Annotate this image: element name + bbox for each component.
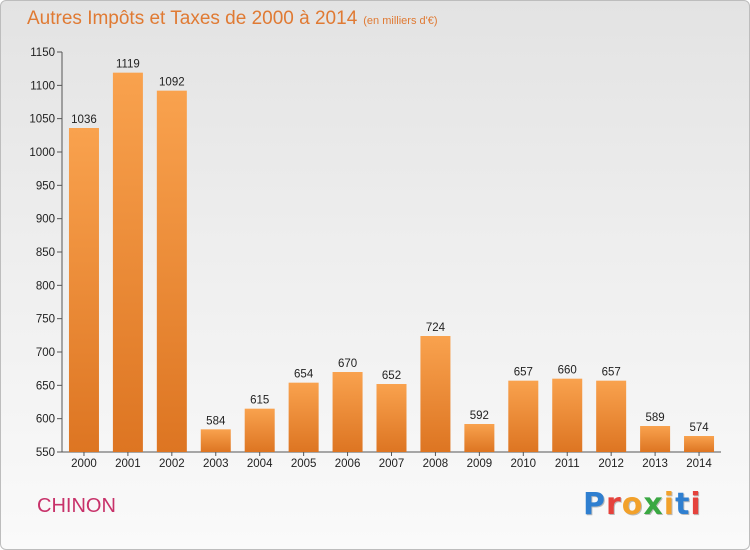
x-tick-label: 2003 — [203, 458, 229, 470]
x-tick-label: 2002 — [159, 458, 185, 470]
y-tick-label: 550 — [36, 447, 55, 459]
data-label-2004: 615 — [250, 395, 269, 407]
x-tick-label: 2010 — [511, 458, 537, 470]
y-tick-label: 700 — [36, 347, 55, 359]
y-tick-label: 1100 — [30, 80, 55, 92]
bar-2004 — [244, 408, 275, 452]
bar-2000 — [68, 128, 99, 452]
y-tick-label: 600 — [36, 414, 55, 426]
y-tick-label: 800 — [36, 280, 55, 292]
x-tick-label: 2007 — [379, 458, 405, 470]
bar-2002 — [156, 90, 187, 453]
bar-2003 — [200, 429, 231, 452]
bar-2014 — [684, 436, 715, 452]
y-tick-label: 750 — [36, 314, 55, 326]
data-label-2013: 589 — [646, 412, 665, 424]
data-label-2006: 670 — [338, 358, 357, 370]
y-tick-label: 650 — [36, 380, 55, 392]
data-label-2001: 1119 — [116, 59, 140, 71]
y-tick-label: 850 — [36, 247, 55, 259]
bar-2007 — [376, 384, 407, 452]
bar-2011 — [552, 378, 583, 452]
y-tick-label: 950 — [36, 180, 55, 192]
data-label-2014: 574 — [689, 422, 709, 434]
bar-2008 — [420, 336, 451, 452]
data-labels: 1036 1119 1092 584 615 654 670 652 724 592 657 660 6… — [71, 59, 709, 434]
data-label-2007: 652 — [382, 370, 401, 382]
bar-2005 — [288, 382, 319, 452]
data-label-2012: 657 — [602, 367, 621, 379]
x-tick-label: 2013 — [642, 458, 668, 470]
x-tick-label: 2012 — [598, 458, 624, 470]
bar-2001 — [112, 72, 143, 453]
y-tick-label: 900 — [36, 214, 55, 226]
bar-2009 — [464, 424, 495, 452]
x-tick-label: 2009 — [467, 458, 493, 470]
data-label-2008: 724 — [426, 322, 446, 334]
data-label-2005: 654 — [294, 369, 314, 381]
x-tick-label: 2006 — [335, 458, 361, 470]
data-label-2010: 657 — [514, 367, 533, 379]
bar-2006 — [332, 372, 363, 452]
x-tick-label: 2008 — [423, 458, 449, 470]
x-tick-label: 2001 — [115, 458, 141, 470]
x-tick-label: 2004 — [247, 458, 273, 470]
y-tick-label: 1000 — [29, 147, 55, 159]
proxiti-logo: Proxiti — [583, 487, 702, 522]
data-label-2002: 1092 — [159, 77, 185, 89]
x-tick-label: 2000 — [71, 458, 97, 470]
data-label-2011: 660 — [558, 365, 577, 377]
bar-2010 — [508, 380, 539, 452]
y-tick-label: 1150 — [30, 47, 55, 59]
bar-2012 — [596, 380, 627, 452]
y-tick-label: 1050 — [29, 114, 55, 126]
chart-title: Autres Impôts et Taxes de 2000 à 2014 — [27, 8, 358, 29]
chart-unit-label: (en milliers d'€) — [363, 15, 438, 27]
bar-2013 — [640, 426, 671, 452]
data-label-2000: 1036 — [71, 114, 97, 126]
bars — [68, 72, 715, 453]
chart-title-group: Autres Impôts et Taxes de 2000 à 2014 (en… — [27, 8, 438, 30]
x-tick-label: 2005 — [291, 458, 317, 470]
data-label-2003: 584 — [206, 415, 226, 427]
x-tick-label: 2011 — [555, 458, 580, 470]
x-tick-label: 2014 — [686, 458, 712, 470]
data-label-2009: 592 — [470, 410, 489, 422]
location-label: CHINON — [37, 495, 116, 517]
